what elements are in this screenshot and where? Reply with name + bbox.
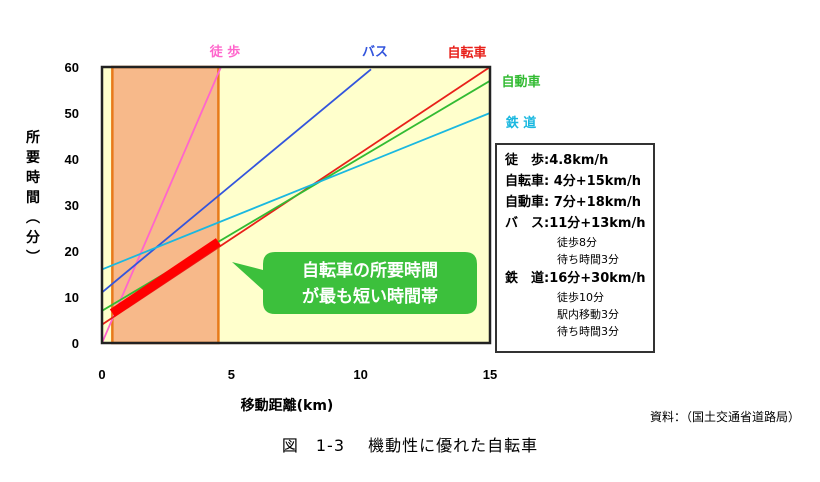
series-line-0 — [101, 66, 222, 344]
bus-note-walk: 徒歩8分 — [557, 236, 597, 249]
speed-bike: 自転車: 4分+15km/h — [505, 174, 641, 189]
y-tick-4: 40 — [65, 152, 79, 167]
series-lines — [101, 66, 491, 344]
bike-shortest-highlight — [109, 238, 221, 317]
y-tick-6: 60 — [65, 60, 79, 75]
series-label-4: 鉄 道 — [506, 115, 537, 131]
rail-note-walk: 徒歩10分 — [557, 291, 604, 304]
series-label-0: 徒 歩 — [209, 44, 241, 60]
series-label-3: 自動車 — [501, 74, 540, 90]
speed-car: 自動車: 7分+18km/h — [505, 195, 641, 210]
y-axis-title-char: 間 — [26, 190, 40, 206]
speed-bus: バ ス:11分+13km/h — [505, 216, 646, 231]
series-line-1 — [101, 68, 372, 294]
y-axis-title-char: 所 — [26, 130, 40, 146]
y-tick-1: 10 — [65, 290, 79, 305]
callout-line-2: が最も短い時間帯 — [302, 286, 438, 307]
speed-legend-box: 徒 歩:4.8km/h 自転車: 4分+15km/h 自動車: 7分+18km/… — [495, 143, 655, 353]
axis-ticks: 0 5 10 15 0 10 20 30 40 50 60 — [65, 60, 498, 382]
series-label-1: バス — [362, 45, 388, 60]
y-tick-3: 30 — [65, 198, 79, 213]
y-axis-title: 所要時間 ︵ 分 ︶ — [24, 128, 42, 268]
callout-line-1: 自転車の所要時間 — [302, 260, 438, 281]
y-axis-title-char: 時 — [26, 170, 40, 186]
y-tick-0: 0 — [72, 336, 79, 351]
y-tick-5: 50 — [65, 106, 79, 121]
bus-note-wait: 待ち時間3分 — [557, 253, 619, 266]
source-note: 資料：（国土交通省道路局） — [649, 410, 800, 424]
y-axis-title-char: 要 — [26, 150, 40, 166]
x-tick-2: 10 — [353, 367, 367, 382]
speed-rail: 鉄 道:16分+30km/h — [505, 271, 646, 286]
annotation-callout: 自転車の所要時間 が最も短い時間帯 — [232, 252, 477, 314]
y-axis-title-char: 分 — [26, 230, 40, 246]
x-axis-title: 移動距離(km) — [241, 397, 334, 414]
figure-caption: 図 1-3 機動性に優れた自転車 — [281, 436, 539, 455]
callout-shape — [232, 252, 477, 314]
x-tick-3: 15 — [483, 367, 497, 382]
rail-note-wait: 待ち時間3分 — [557, 325, 619, 338]
series-label-2: 自転車 — [447, 45, 486, 61]
x-tick-1: 5 — [228, 367, 235, 382]
y-axis-title-char: ︵ — [26, 210, 40, 226]
y-tick-2: 20 — [65, 244, 79, 259]
x-tick-0: 0 — [98, 367, 105, 382]
plot-frame — [100, 65, 492, 345]
series-line-4 — [101, 112, 491, 271]
y-axis-title-char: ︶ — [26, 250, 40, 266]
rail-note-station: 駅内移動3分 — [557, 308, 619, 321]
speed-walk: 徒 歩:4.8km/h — [505, 153, 609, 168]
